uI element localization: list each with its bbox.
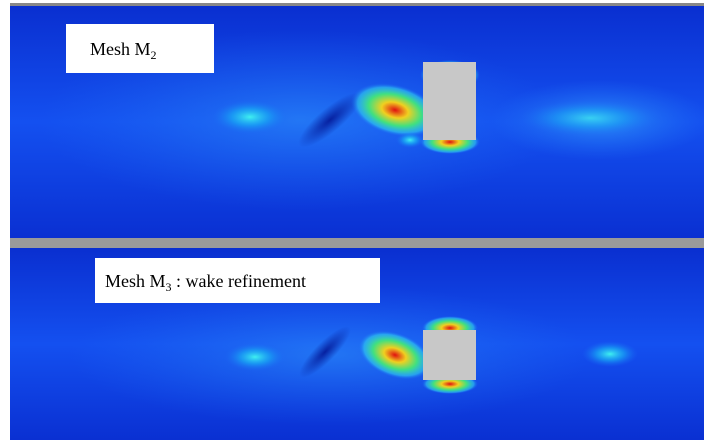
obstacle: [423, 330, 476, 380]
label-box: [66, 24, 214, 73]
panel-top: Mesh M2: [10, 6, 704, 238]
wake-blob: [520, 100, 660, 136]
label-subscript: 3: [166, 280, 172, 294]
separator: [10, 238, 704, 248]
label-text: Mesh M: [90, 39, 151, 59]
panel-label: Mesh M3 : wake refinement: [105, 271, 306, 294]
wake-blob: [582, 341, 638, 367]
dark-band: [298, 92, 362, 148]
wake-blob: [225, 343, 285, 371]
label-text: Mesh M: [105, 271, 166, 291]
vortex: [358, 330, 432, 380]
panel-label: Mesh M2: [90, 39, 157, 62]
top-border: [10, 3, 704, 6]
vortex: [351, 83, 439, 137]
panel-bottom: Mesh M3 : wake refinement: [10, 248, 704, 440]
dark-band: [299, 326, 351, 378]
label-subscript: 2: [151, 48, 157, 62]
obstacle: [423, 62, 476, 140]
vortex: [396, 132, 424, 148]
wake-blob: [212, 100, 288, 134]
label-box: [95, 258, 380, 303]
label-suffix: : wake refinement: [172, 271, 306, 291]
